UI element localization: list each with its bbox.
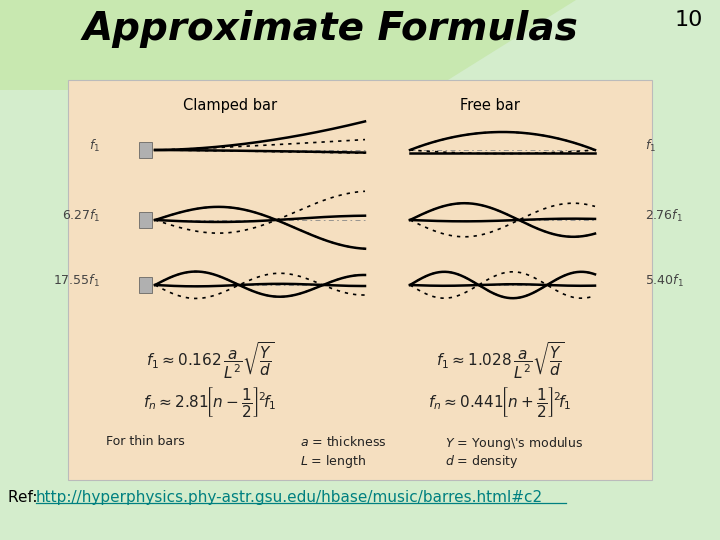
Text: http://hyperphysics.phy-astr.gsu.edu/hbase/music/barres.html#c2: http://hyperphysics.phy-astr.gsu.edu/hba… [36,490,543,505]
Text: $d$ = density: $d$ = density [445,453,519,470]
Text: Approximate Formulas: Approximate Formulas [82,10,578,48]
Text: $a$ = thickness: $a$ = thickness [300,435,387,449]
Text: Clamped bar: Clamped bar [183,98,277,113]
Text: For thin bars: For thin bars [106,435,184,448]
Text: $f_1 \approx 0.162\,\dfrac{a}{L^2}\sqrt{\dfrac{Y}{d}}$: $f_1 \approx 0.162\,\dfrac{a}{L^2}\sqrt{… [145,340,274,381]
Text: $f_1$: $f_1$ [645,138,656,154]
Text: $6.27f_1$: $6.27f_1$ [62,208,100,224]
Text: $f_n \approx 2.81\!\left[n - \dfrac{1}{2}\right]^{\!2}\!f_1$: $f_n \approx 2.81\!\left[n - \dfrac{1}{2… [143,385,276,419]
Text: $Y$ = Young\'s modulus: $Y$ = Young\'s modulus [445,435,583,452]
Text: 10: 10 [675,10,703,30]
Text: $f_1$: $f_1$ [89,138,100,154]
Text: $f_n \approx 0.441\!\left[n + \dfrac{1}{2}\right]^{\!2}\!f_1$: $f_n \approx 0.441\!\left[n + \dfrac{1}{… [428,385,572,419]
Bar [139,212,152,228]
Text: $5.40f_1$: $5.40f_1$ [645,273,684,289]
Text: $L$ = length: $L$ = length [300,453,366,470]
Bar [139,277,152,293]
Text: $2.76f_1$: $2.76f_1$ [645,208,683,224]
Polygon shape [0,0,576,90]
Bar [68,80,652,480]
Text: $17.55f_1$: $17.55f_1$ [53,273,100,289]
Text: $f_1 \approx 1.028\,\dfrac{a}{L^2}\sqrt{\dfrac{Y}{d}}$: $f_1 \approx 1.028\,\dfrac{a}{L^2}\sqrt{… [436,340,564,381]
Bar [139,142,152,158]
Text: Free bar: Free bar [460,98,520,113]
Text: Ref:: Ref: [8,490,42,505]
